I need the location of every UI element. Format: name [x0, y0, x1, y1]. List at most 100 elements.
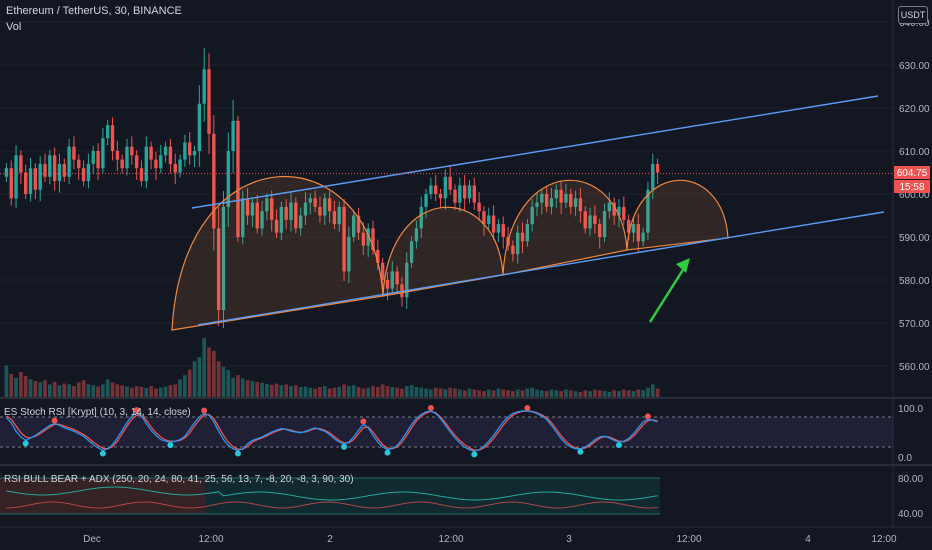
- candle-body: [14, 155, 18, 199]
- volume-bar: [438, 388, 443, 397]
- volume-bar: [544, 391, 549, 397]
- stoch-peak-dot: [644, 413, 651, 420]
- volume-bar: [14, 378, 18, 397]
- candle-body: [429, 185, 433, 194]
- time-tick-label: 12:00: [438, 534, 463, 545]
- volume-bar: [583, 390, 588, 397]
- volume-bar: [390, 386, 395, 397]
- volume-bar: [52, 381, 57, 397]
- volume-bar: [578, 391, 583, 397]
- candle-body: [646, 189, 650, 233]
- candle-body: [130, 146, 134, 156]
- adx-indicator-title[interactable]: RSI BULL BEAR + ADX (250, 20, 24, 80, 41…: [4, 474, 354, 485]
- volume-bar: [289, 386, 293, 397]
- candlestick-series: [4, 48, 660, 329]
- price-grid: [0, 21, 893, 367]
- volume-bar: [539, 390, 544, 397]
- volume-bar: [607, 391, 612, 397]
- candle-body: [57, 163, 62, 182]
- volume-bar: [511, 391, 515, 397]
- stoch-tick-100: 100.0: [898, 404, 923, 415]
- arrow-head: [676, 258, 690, 273]
- candle-body: [598, 224, 602, 237]
- candle-body: [260, 211, 264, 229]
- candle-body: [318, 206, 322, 216]
- volume-bar: [506, 390, 510, 397]
- candle-body: [540, 194, 544, 203]
- candle-body: [453, 189, 457, 203]
- volume-bar: [57, 385, 62, 397]
- candle-body: [438, 194, 443, 199]
- currency-badge[interactable]: USDT: [898, 6, 928, 24]
- candle-body: [327, 198, 332, 212]
- drawing-overlays[interactable]: [171, 95, 885, 331]
- volume-bar: [313, 388, 317, 397]
- candle-body: [482, 211, 486, 225]
- candle-body: [434, 185, 438, 194]
- candle-body: [67, 146, 71, 177]
- volume-bar: [216, 361, 221, 397]
- candle-body: [77, 159, 81, 169]
- volume-bar: [351, 385, 356, 397]
- stoch-indicator-title[interactable]: ES Stoch RSI [Krypt] (10, 3, 14, 14, clo…: [4, 407, 191, 418]
- volume-bar: [597, 390, 602, 397]
- candle-body: [347, 237, 351, 272]
- candle-body: [573, 198, 578, 207]
- volume-bar: [120, 385, 125, 397]
- candle-body: [549, 198, 554, 207]
- candle-body: [125, 146, 129, 169]
- volume-bar: [472, 389, 477, 397]
- candle-body: [48, 155, 52, 177]
- volume-bar: [202, 338, 207, 397]
- price-tick-label: 580.00: [899, 276, 930, 287]
- candle-body: [458, 185, 462, 203]
- candle-body: [511, 245, 515, 255]
- candle-body: [467, 185, 472, 199]
- time-tick-label: Dec: [83, 534, 101, 545]
- candle-body: [298, 215, 303, 229]
- time-axis[interactable]: Dec 12:00 2 12:00 3 12:00 4 12:00: [83, 534, 897, 545]
- adx-tick-40: 40.00: [898, 509, 923, 520]
- stoch-trough-dot: [471, 451, 478, 458]
- volume-bar: [366, 387, 371, 397]
- stoch-trough-dot: [341, 443, 348, 450]
- volume-bar: [115, 384, 120, 397]
- candle-body: [33, 168, 38, 190]
- volume-bar: [265, 383, 269, 397]
- symbol-title[interactable]: Ethereum / TetherUS, 30, BINANCE: [6, 5, 182, 17]
- volume-legend[interactable]: Vol: [6, 21, 22, 33]
- volume-bar: [207, 347, 211, 397]
- candle-body: [405, 262, 409, 298]
- candle-body: [544, 194, 549, 207]
- candle-body: [472, 185, 476, 203]
- stoch-peak-dot: [51, 417, 58, 424]
- candle-body: [101, 138, 105, 169]
- candle-body: [491, 215, 496, 233]
- candle-body: [294, 202, 298, 229]
- volume-bar: [467, 388, 472, 397]
- candle-body: [4, 168, 9, 177]
- candle-body: [250, 202, 255, 216]
- candle-body: [134, 155, 139, 169]
- candle-body: [477, 202, 481, 212]
- candle-body: [86, 163, 91, 182]
- candle-body: [424, 194, 428, 207]
- candle-body: [371, 228, 375, 250]
- candle-body: [120, 159, 124, 169]
- volume-bar: [400, 388, 404, 397]
- candle-body: [651, 163, 655, 190]
- price-axis[interactable]: 560.00 570.00 580.00 590.00 600.00 610.00 620.…: [899, 18, 930, 373]
- cup-arc: [382, 206, 504, 297]
- candle-body: [337, 206, 341, 225]
- candle-body: [168, 146, 173, 164]
- candle-body: [81, 168, 86, 182]
- volume-bar: [371, 386, 375, 397]
- volume-bar: [318, 386, 322, 397]
- candle-body: [149, 146, 153, 160]
- candle-body: [245, 198, 250, 216]
- candle-body: [356, 215, 361, 233]
- candle-body: [448, 176, 452, 190]
- candle-body: [313, 198, 317, 207]
- volume-bar: [154, 388, 158, 397]
